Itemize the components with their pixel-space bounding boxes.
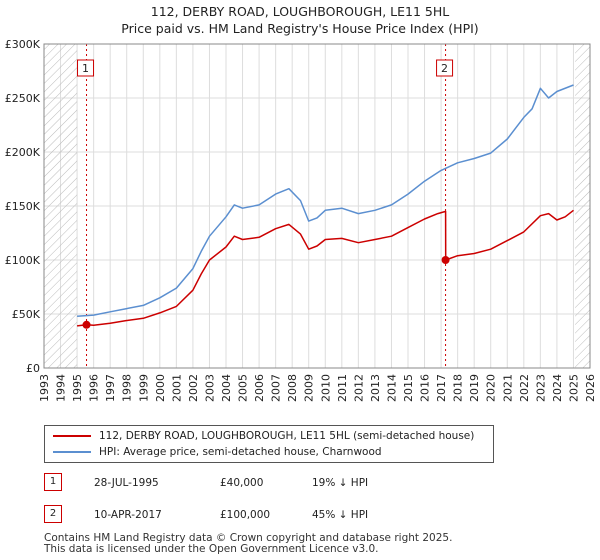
y-tick-label: £50K (12, 308, 41, 321)
chart-subtitle: Price paid vs. HM Land Registry's House … (121, 21, 479, 36)
price-chart: 1 2 £0 £50K £100K £150K £200K £250K £300K 1993 19… (5, 38, 597, 402)
x-tick-label: 1993 (38, 374, 51, 402)
x-tick-label: 2002 (187, 374, 200, 402)
sale-label-box (77, 59, 95, 77)
x-tick-label: 1999 (137, 374, 150, 402)
y-tick-label: £200K (5, 146, 41, 159)
sale-point (441, 256, 450, 264)
x-tick-label: 2000 (154, 374, 167, 402)
sale-label-box (436, 59, 454, 77)
sale-label-number: 1 (82, 62, 89, 75)
x-tick-label: 2013 (369, 374, 382, 402)
chart-title: 112, DERBY ROAD, LOUGHBOROUGH, LE11 5HL (150, 4, 450, 19)
x-tick-label: 2004 (220, 374, 233, 402)
y-tick-label: £0 (26, 362, 40, 375)
x-tick-label: 2018 (452, 374, 465, 402)
footer-copyright: Contains HM Land Registry data © Crown c… (44, 532, 453, 544)
legend-label-property: 112, DERBY ROAD, LOUGHBOROUGH, LE11 5HL … (99, 430, 475, 442)
x-tick-label: 2007 (270, 374, 283, 402)
sale-label-number: 2 (441, 62, 448, 75)
chart-legend: 112, DERBY ROAD, LOUGHBOROUGH, LE11 5HL … (44, 425, 494, 463)
x-tick-label: 2024 (551, 374, 564, 402)
legend-label-hpi: HPI: Average price, semi-detached house,… (99, 446, 382, 458)
x-tick-label: 2026 (584, 374, 597, 402)
sale-row-2: 2 10-APR-2017 £100,000 45% ↓ HPI (44, 505, 564, 525)
sale-price: £100,000 (220, 509, 271, 521)
legend-swatch-red (53, 435, 91, 437)
y-tick-label: £250K (5, 92, 41, 105)
x-tick-label: 2020 (485, 374, 498, 402)
plot-frame (43, 43, 591, 369)
x-tick-label: 2022 (518, 374, 531, 402)
sale-date: 28-JUL-1995 (94, 477, 159, 489)
x-tick-label: 2019 (468, 374, 481, 402)
x-tick-label: 2005 (237, 374, 250, 402)
sale-hpi-diff: 45% ↓ HPI (312, 509, 369, 521)
sale-point (82, 320, 91, 329)
y-tick-label: £100K (5, 254, 41, 267)
x-tick-label: 2016 (419, 374, 432, 402)
x-tick-label: 2023 (534, 374, 547, 402)
sale-date: 10-APR-2017 (94, 509, 162, 521)
sale-price: £40,000 (220, 477, 264, 489)
x-tick-label: 2025 (567, 374, 580, 402)
sale-hpi-diff: 19% ↓ HPI (312, 477, 369, 489)
x-tick-label: 2006 (253, 374, 266, 402)
x-tick-label: 2010 (319, 374, 332, 402)
x-tick-label: 1994 (55, 374, 68, 402)
x-tick-label: 2012 (352, 374, 365, 402)
hatched-region (44, 44, 78, 368)
series-line-property (77, 209, 574, 327)
x-tick-label: 1996 (88, 374, 101, 402)
y-tick-label: £150K (5, 200, 41, 213)
x-tick-label: 2009 (303, 374, 316, 402)
sale-marker-badge: 1 (44, 473, 62, 491)
sale-row-1: 1 28-JUL-1995 £40,000 19% ↓ HPI (44, 473, 564, 493)
footer-licence: This data is licensed under the Open Gov… (44, 543, 379, 555)
y-tick-label: £300K (5, 38, 41, 51)
x-tick-label: 2015 (402, 374, 415, 402)
x-tick-label: 2011 (336, 374, 349, 402)
series-line-hpi (77, 84, 574, 317)
legend-swatch-blue (53, 451, 91, 453)
x-tick-label: 1998 (121, 374, 134, 402)
x-tick-label: 1997 (104, 374, 117, 402)
x-tick-label: 2003 (203, 374, 216, 402)
x-tick-label: 2001 (170, 374, 183, 402)
x-tick-label: 2014 (385, 374, 398, 402)
x-tick-label: 2017 (435, 374, 448, 402)
hatched-region (575, 44, 590, 368)
x-tick-label: 2021 (501, 374, 514, 402)
x-tick-label: 1995 (71, 374, 84, 402)
sale-marker-badge: 2 (44, 505, 62, 523)
x-tick-label: 2008 (286, 374, 299, 402)
